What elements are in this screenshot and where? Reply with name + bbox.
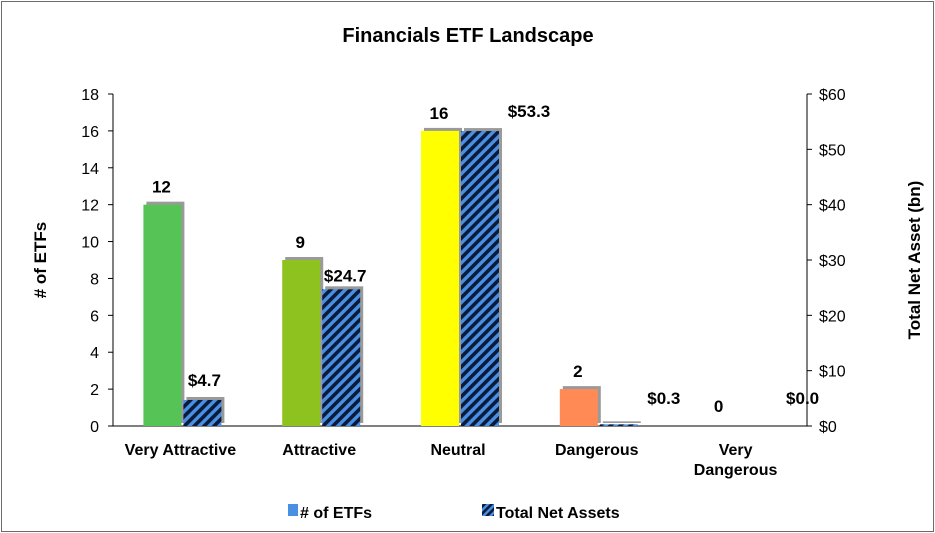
right-tick-label: $30 xyxy=(819,253,846,270)
legend-swatch-tna xyxy=(482,504,494,516)
data-label-total-net-assets: $53.3 xyxy=(508,102,551,121)
bar-etf-count xyxy=(143,204,182,426)
legend-label-etfs: # of ETFs xyxy=(300,505,372,522)
bar-shadow xyxy=(602,421,641,423)
left-tick-label: 0 xyxy=(90,419,99,436)
left-axis-ticks: 0 2 4 6 8 10 12 14 16 18 xyxy=(81,87,113,436)
legend: # of ETFs Total Net Assets xyxy=(288,504,620,522)
bar-etf-count xyxy=(421,130,459,426)
bar-total-net-assets xyxy=(322,289,361,426)
left-tick-label: 16 xyxy=(81,124,99,141)
bar-etf-count xyxy=(559,389,598,426)
chart-title: Financials ETF Landscape xyxy=(342,25,593,47)
left-tick-label: 10 xyxy=(81,235,99,252)
left-tick-label: 12 xyxy=(81,198,99,215)
left-tick-label: 4 xyxy=(90,345,99,362)
left-tick-label: 6 xyxy=(90,308,99,325)
data-label-total-net-assets: $24.7 xyxy=(324,266,367,285)
bars-group xyxy=(143,127,641,426)
right-tick-label: $60 xyxy=(819,87,846,104)
right-tick-label: $0 xyxy=(819,419,837,436)
right-axis-ticks: $0 $10 $20 $30 $40 $50 $60 xyxy=(807,87,846,436)
legend-swatch-etfs xyxy=(288,504,298,516)
right-tick-label: $40 xyxy=(819,198,846,215)
category-labels-group: Very Attractive Attractive Neutral Dangerou… xyxy=(125,442,778,479)
data-label-total-net-assets: $0.0 xyxy=(786,389,819,408)
right-tick-label: $50 xyxy=(819,142,846,159)
category-label: Dangerous xyxy=(555,442,639,459)
bar-total-net-assets xyxy=(599,424,638,426)
left-axis-label: # of ETFs xyxy=(31,222,50,299)
category-label: Very Dangerous xyxy=(694,442,778,479)
data-label-total-net-assets: $0.3 xyxy=(647,389,680,408)
left-tick-label: 2 xyxy=(90,382,99,399)
data-label-etf-count: 16 xyxy=(430,104,449,123)
category-label: Neutral xyxy=(430,442,485,459)
data-label-etf-count: 2 xyxy=(573,362,582,381)
bar-total-net-assets xyxy=(183,399,222,426)
data-label-etf-count: 9 xyxy=(295,233,304,252)
left-tick-label: 8 xyxy=(90,271,99,288)
right-tick-label: $10 xyxy=(819,364,846,381)
data-label-etf-count: 0 xyxy=(714,397,723,416)
left-tick-label: 18 xyxy=(81,87,99,104)
category-label: Attractive xyxy=(282,442,356,459)
category-label: Very Attractive xyxy=(125,442,237,459)
bar-etf-count xyxy=(282,260,321,426)
right-tick-label: $20 xyxy=(819,308,846,325)
data-labels-group: 12 $4.7 9 $24.7 16 $53.3 2 $0.3 0 $0.0 xyxy=(152,102,819,416)
legend-label-tna: Total Net Assets xyxy=(496,505,620,522)
bar-total-net-assets xyxy=(461,131,499,426)
data-label-total-net-assets: $4.7 xyxy=(188,371,221,390)
right-axis-label: Total Net Asset (bn) xyxy=(905,181,924,340)
left-tick-label: 14 xyxy=(81,161,99,178)
data-label-etf-count: 12 xyxy=(152,178,171,197)
